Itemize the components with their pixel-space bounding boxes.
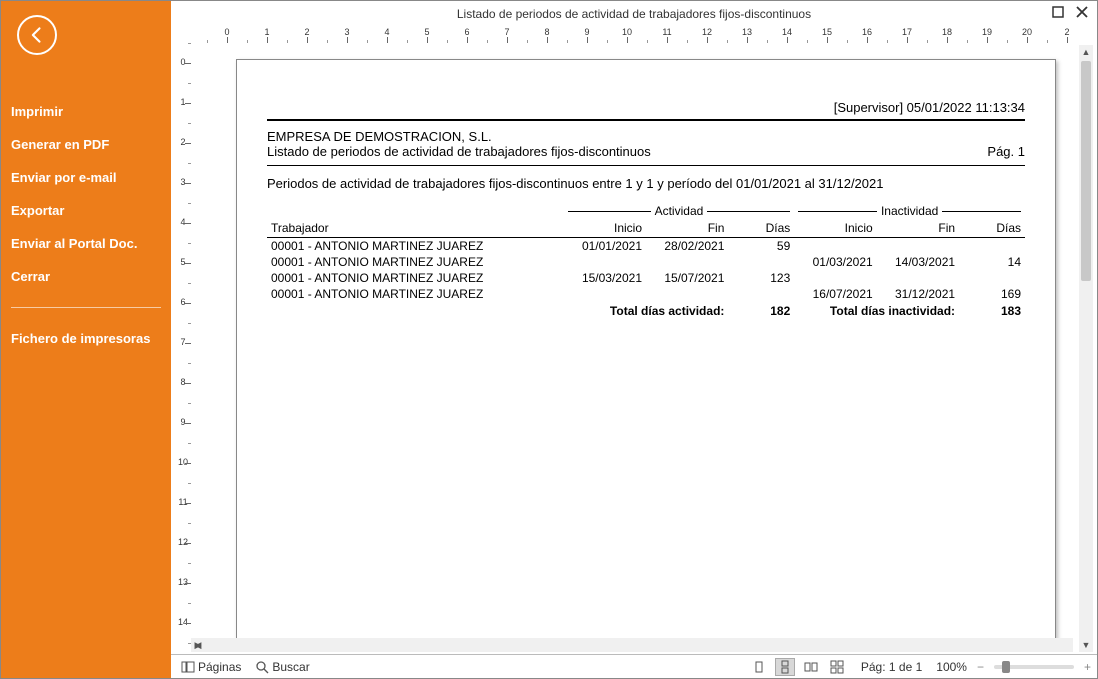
statusbar: Páginas Buscar Pág: 1 de 1 100% − + xyxy=(171,654,1097,678)
close-icon xyxy=(1075,5,1089,19)
page-number: Pág. 1 xyxy=(987,144,1025,159)
company-name: EMPRESA DE DEMOSTRACION, S.L. xyxy=(267,129,1025,144)
zoom-in-button[interactable]: + xyxy=(1084,660,1091,674)
section-activity: Actividad xyxy=(564,203,795,219)
report-table: Actividad Inactividad Trabajador Inicio … xyxy=(267,203,1025,319)
sidebar-item-exportar[interactable]: Exportar xyxy=(1,194,171,227)
main-area: Listado de periodos de actividad de trab… xyxy=(171,1,1097,678)
sidebar-item-fichero-de-impresoras[interactable]: Fichero de impresoras xyxy=(1,322,171,355)
view-two-page-button[interactable] xyxy=(801,658,821,676)
sidebar: ImprimirGenerar en PDFEnviar por e-mailE… xyxy=(1,1,171,678)
table-row: 00001 - ANTONIO MARTINEZ JUAREZ01/01/202… xyxy=(267,238,1025,255)
window-title: Listado de periodos de actividad de trab… xyxy=(171,7,1097,21)
sidebar-item-imprimir[interactable]: Imprimir xyxy=(1,95,171,128)
zoom-knob[interactable] xyxy=(1002,661,1010,673)
report-subtitle: Listado de periodos de actividad de trab… xyxy=(267,144,651,159)
scroll-up-icon[interactable]: ▲ xyxy=(1079,45,1093,59)
scroll-down-icon[interactable]: ▼ xyxy=(1079,638,1093,652)
search-button[interactable]: Buscar xyxy=(251,658,313,676)
col-ina-inicio: Inicio xyxy=(794,219,876,238)
scroll-thumb[interactable] xyxy=(1081,61,1091,281)
two-page-icon xyxy=(804,660,818,674)
grid-icon xyxy=(830,660,844,674)
sidebar-item-enviar-por-e-mail[interactable]: Enviar por e-mail xyxy=(1,161,171,194)
titlebar: Listado de periodos de actividad de trab… xyxy=(171,1,1097,27)
col-act-fin: Fin xyxy=(646,219,728,238)
continuous-page-icon xyxy=(778,660,792,674)
col-act-inicio: Inicio xyxy=(564,219,646,238)
total-activity-label: Total días actividad: xyxy=(564,302,729,319)
table-row: 00001 - ANTONIO MARTINEZ JUAREZ15/03/202… xyxy=(267,270,1025,286)
scroll-right-icon[interactable]: ▶ xyxy=(191,638,205,652)
zoom-out-button[interactable]: − xyxy=(977,660,984,674)
ruler-horizontal: 012345678910111213141516171819202 xyxy=(207,27,1073,43)
top-rule xyxy=(267,119,1025,121)
total-activity-value: 182 xyxy=(728,302,794,319)
view-continuous-button[interactable] xyxy=(775,658,795,676)
sidebar-divider xyxy=(11,307,161,308)
report-page: [Supervisor] 05/01/2022 11:13:34 EMPRESA… xyxy=(236,59,1056,639)
table-row: 00001 - ANTONIO MARTINEZ JUAREZ01/03/202… xyxy=(267,254,1025,270)
col-ina-fin: Fin xyxy=(877,219,959,238)
sidebar-item-generar-en-pdf[interactable]: Generar en PDF xyxy=(1,128,171,161)
supervisor-stamp: [Supervisor] 05/01/2022 11:13:34 xyxy=(267,100,1025,115)
col-ina-dias: Días xyxy=(959,219,1025,238)
close-button[interactable] xyxy=(1073,3,1091,21)
table-row: 00001 - ANTONIO MARTINEZ JUAREZ16/07/202… xyxy=(267,286,1025,302)
total-inactivity-label: Total días inactividad: xyxy=(794,302,959,319)
vertical-scrollbar[interactable]: ▲ ▼ xyxy=(1079,45,1093,652)
zoom-level: 100% xyxy=(936,660,967,674)
arrow-left-icon xyxy=(27,25,47,45)
document-viewport[interactable]: [Supervisor] 05/01/2022 11:13:34 EMPRESA… xyxy=(191,43,1077,654)
back-button[interactable] xyxy=(17,15,57,55)
view-grid-button[interactable] xyxy=(827,658,847,676)
sidebar-item-cerrar[interactable]: Cerrar xyxy=(1,260,171,293)
section-inactivity: Inactividad xyxy=(794,203,1025,219)
total-inactivity-value: 183 xyxy=(959,302,1025,319)
page-indicator: Pág: 1 de 1 xyxy=(861,660,922,674)
col-worker: Trabajador xyxy=(267,219,564,238)
col-act-dias: Días xyxy=(728,219,794,238)
zoom-slider[interactable] xyxy=(994,665,1074,669)
maximize-button[interactable] xyxy=(1049,3,1067,21)
pages-icon xyxy=(181,660,195,674)
filter-description: Periodos de actividad de trabajadores fi… xyxy=(267,176,1025,191)
sidebar-item-enviar-al-portal-doc-[interactable]: Enviar al Portal Doc. xyxy=(1,227,171,260)
pages-panel-button[interactable]: Páginas xyxy=(177,658,245,676)
search-icon xyxy=(255,660,269,674)
horizontal-scrollbar[interactable]: ◀ ▶ xyxy=(191,638,1073,652)
subtitle-rule xyxy=(267,165,1025,166)
ruler-vertical: 0123456789101112131415 xyxy=(175,43,191,654)
view-single-button[interactable] xyxy=(749,658,769,676)
maximize-icon xyxy=(1051,5,1065,19)
single-page-icon xyxy=(752,660,766,674)
